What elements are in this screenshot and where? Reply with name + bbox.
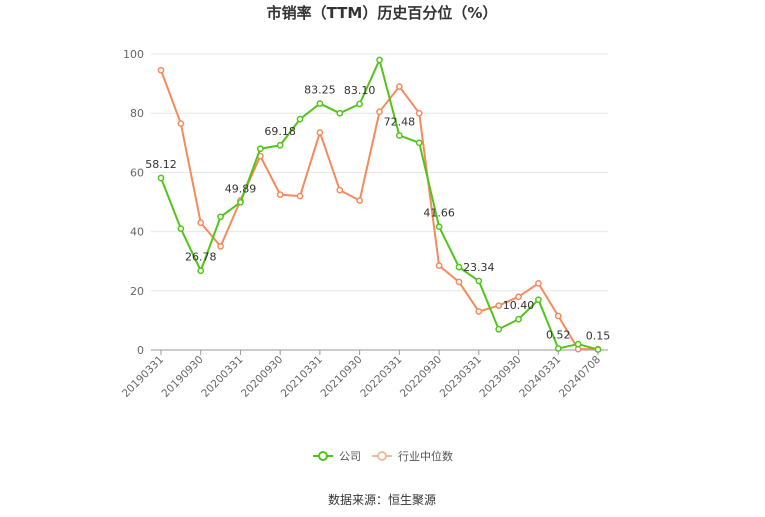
series-0-point-6 bbox=[276, 141, 284, 149]
series-0-point-4 bbox=[237, 198, 244, 206]
legend[interactable]: 公司 行业中位数 bbox=[313, 449, 453, 463]
data-label-11: 0.15 bbox=[586, 330, 611, 343]
series-1-point-8 bbox=[316, 129, 324, 136]
x-tick-label-4: 20210331 bbox=[279, 354, 325, 400]
series-1-point-13 bbox=[415, 109, 423, 117]
series-1-point-20 bbox=[554, 312, 562, 320]
series-1-point-16 bbox=[475, 308, 483, 315]
x-tick-label-5: 20210930 bbox=[318, 354, 364, 400]
legend-industry-label: 行业中位数 bbox=[398, 449, 453, 463]
legend-industry-marker bbox=[377, 451, 387, 461]
series-0-point-10 bbox=[356, 100, 363, 108]
data-label-8: 23.34 bbox=[463, 261, 495, 274]
series-0-point-19 bbox=[535, 296, 542, 304]
legend-item-company[interactable]: 公司 bbox=[313, 450, 361, 463]
data-label-9: 10.40 bbox=[503, 299, 535, 312]
series-0-point-9 bbox=[336, 109, 344, 117]
series-1-point-12 bbox=[396, 83, 403, 90]
data-label-3: 69.18 bbox=[264, 125, 296, 138]
x-tick-label-0: 20190331 bbox=[120, 354, 166, 400]
x-tick-label-7: 20220930 bbox=[398, 354, 444, 400]
series-0-point-14 bbox=[435, 223, 443, 231]
grid bbox=[151, 53, 608, 292]
data-label-10: 0.52 bbox=[546, 328, 571, 341]
data-label-5: 83.10 bbox=[344, 84, 376, 97]
series-1-point-17 bbox=[495, 302, 503, 309]
series-1-point-7 bbox=[296, 192, 304, 200]
series-0-point-0 bbox=[157, 174, 165, 182]
y-tick-label-80: 80 bbox=[130, 107, 144, 120]
x-tick-label-8: 20230331 bbox=[438, 354, 484, 400]
series-1-point-18 bbox=[515, 293, 522, 301]
series-1-point-2 bbox=[197, 219, 205, 227]
source-note: 数据来源：恒生聚源 bbox=[328, 492, 436, 507]
y-tick-label-60: 60 bbox=[130, 166, 144, 179]
series-0-point-3 bbox=[217, 213, 224, 221]
x-tick-label-1: 20190930 bbox=[160, 354, 206, 400]
series-1-point-1 bbox=[177, 120, 185, 127]
series-0-point-12 bbox=[396, 132, 403, 139]
x-tick-label-3: 20200930 bbox=[239, 354, 285, 400]
y-tick-label-100: 100 bbox=[123, 48, 144, 61]
series-1-point-15 bbox=[455, 278, 463, 286]
data-label-1: 26.78 bbox=[185, 251, 217, 264]
series-1-point-9 bbox=[336, 186, 344, 194]
series-0-point-7 bbox=[296, 115, 304, 123]
x-tick-label-10: 20240331 bbox=[517, 354, 563, 400]
series-1-point-6 bbox=[276, 191, 284, 198]
data-label-6: 72.48 bbox=[384, 115, 416, 128]
series-0-point-8 bbox=[316, 100, 324, 107]
legend-company-marker bbox=[318, 451, 328, 461]
data-label-2: 49.89 bbox=[225, 182, 257, 195]
data-label-0: 58.12 bbox=[145, 158, 177, 171]
x-tick-label-11: 20240708 bbox=[557, 354, 603, 400]
y-tick-label-0: 0 bbox=[137, 344, 144, 357]
series-0-point-20 bbox=[554, 345, 562, 352]
data-label-4: 83.25 bbox=[304, 84, 336, 97]
x-axis: 2019033120190930202003312020093020210331… bbox=[120, 349, 608, 400]
series-0-point-21 bbox=[574, 340, 582, 348]
series-1-point-19 bbox=[535, 280, 542, 287]
series-0-point-1 bbox=[177, 225, 185, 232]
series-0-point-16 bbox=[475, 277, 483, 285]
series-1-point-10 bbox=[356, 197, 363, 204]
x-tick-label-2: 20200331 bbox=[199, 354, 245, 400]
data-label-7: 41.66 bbox=[423, 207, 455, 220]
series-0-point-18 bbox=[515, 315, 522, 323]
series-0-point-5 bbox=[256, 145, 264, 153]
x-tick-label-6: 20220331 bbox=[358, 354, 404, 400]
legend-company-label: 公司 bbox=[339, 450, 361, 463]
series-1-point-14 bbox=[435, 262, 443, 269]
y-axis-ticks: 0 20 40 60 80 100 bbox=[123, 48, 144, 357]
series-0-point-2 bbox=[197, 267, 205, 275]
y-tick-label-40: 40 bbox=[130, 226, 144, 239]
chart-title: 市销率（TTM）历史百分位（%） bbox=[267, 4, 498, 22]
series-1-point-0 bbox=[157, 66, 165, 74]
series-1-point-3 bbox=[217, 243, 224, 250]
y-tick-label-20: 20 bbox=[130, 285, 144, 298]
series-0-point-13 bbox=[415, 139, 423, 147]
series-0-point-15 bbox=[455, 263, 463, 271]
series-layer bbox=[157, 56, 602, 353]
series-0-point-22 bbox=[594, 346, 602, 353]
legend-item-industry[interactable]: 行业中位数 bbox=[372, 449, 453, 463]
data-labels: 58.12 26.78 49.89 69.18 83.25 83.10 72.48 41.66… bbox=[145, 84, 610, 343]
series-0-point-17 bbox=[495, 325, 503, 333]
series-1-point-11 bbox=[376, 108, 383, 116]
series-0-point-11 bbox=[376, 56, 383, 64]
x-tick-label-9: 20230930 bbox=[477, 354, 523, 400]
